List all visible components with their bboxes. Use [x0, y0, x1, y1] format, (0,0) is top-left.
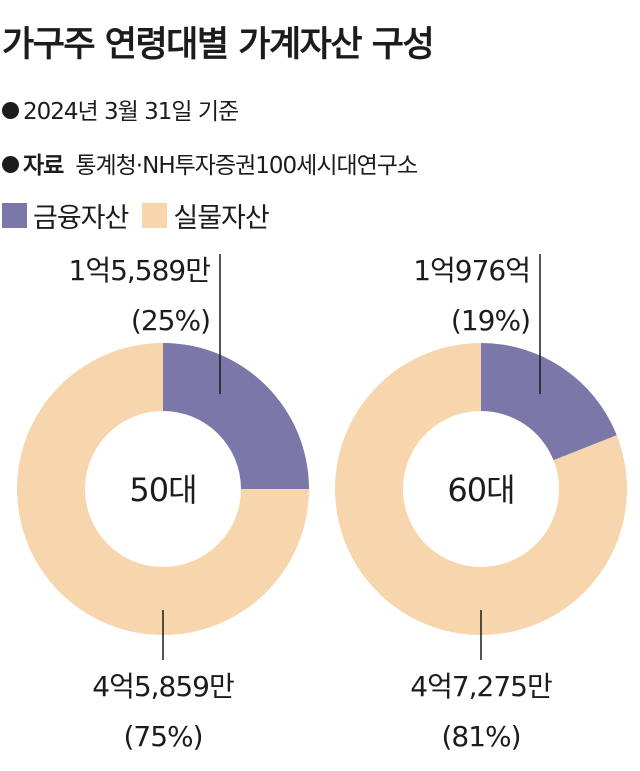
legend: 금융자산 실물자산 — [2, 196, 283, 235]
donut-slice-financial — [163, 343, 309, 489]
source-label: 자료 — [23, 153, 64, 179]
legend-item-real: 실물자산 — [142, 196, 270, 235]
source-text: 통계청·NH투자증권100세시대연구소 — [75, 153, 418, 179]
date-note-text: 2024년 3월 31일 기준 — [23, 99, 239, 125]
donut-center-label: 50대 — [129, 471, 196, 509]
donut-slice-financial — [481, 343, 617, 461]
date-note: 2024년 3월 31일 기준 — [2, 92, 239, 126]
data-label-real-amount: 4억7,275만 — [410, 670, 552, 703]
data-label-financial-percent: (19%) — [451, 304, 530, 337]
data-label-real-amount: 4억5,859만 — [92, 670, 234, 703]
data-label-financial-amount: 1억976억 — [413, 254, 530, 287]
legend-item-financial: 금융자산 — [2, 196, 129, 235]
legend-swatch-real — [142, 203, 168, 228]
chart-title: 가구주 연령대별 가계자산 구성 — [2, 25, 435, 65]
legend-swatch-financial — [2, 203, 27, 228]
bullet-icon — [2, 101, 19, 119]
data-label-financial-percent: (25%) — [131, 304, 210, 337]
data-label-real-percent: (81%) — [441, 720, 520, 753]
donut-slice-real — [17, 343, 309, 635]
source-note: 자료 통계청·NH투자증권100세시대연구소 — [2, 146, 418, 180]
bullet-icon — [2, 155, 19, 173]
data-label-real-percent: (75%) — [123, 720, 202, 753]
legend-label-financial: 금융자산 — [33, 203, 129, 234]
donut-slice-real — [335, 343, 628, 635]
data-label-financial-amount: 1억5,589만 — [69, 254, 211, 287]
donut-center-label: 60대 — [447, 471, 514, 509]
legend-label-real: 실물자산 — [173, 203, 269, 234]
